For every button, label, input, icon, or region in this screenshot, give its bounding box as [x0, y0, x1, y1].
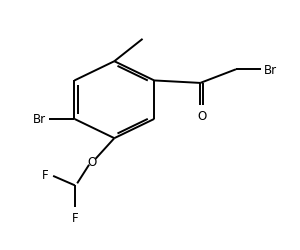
- Text: F: F: [71, 212, 78, 224]
- Text: Br: Br: [33, 113, 46, 126]
- Text: Br: Br: [264, 64, 277, 76]
- Text: O: O: [197, 110, 206, 122]
- Text: O: O: [87, 156, 97, 168]
- Text: F: F: [41, 168, 48, 181]
